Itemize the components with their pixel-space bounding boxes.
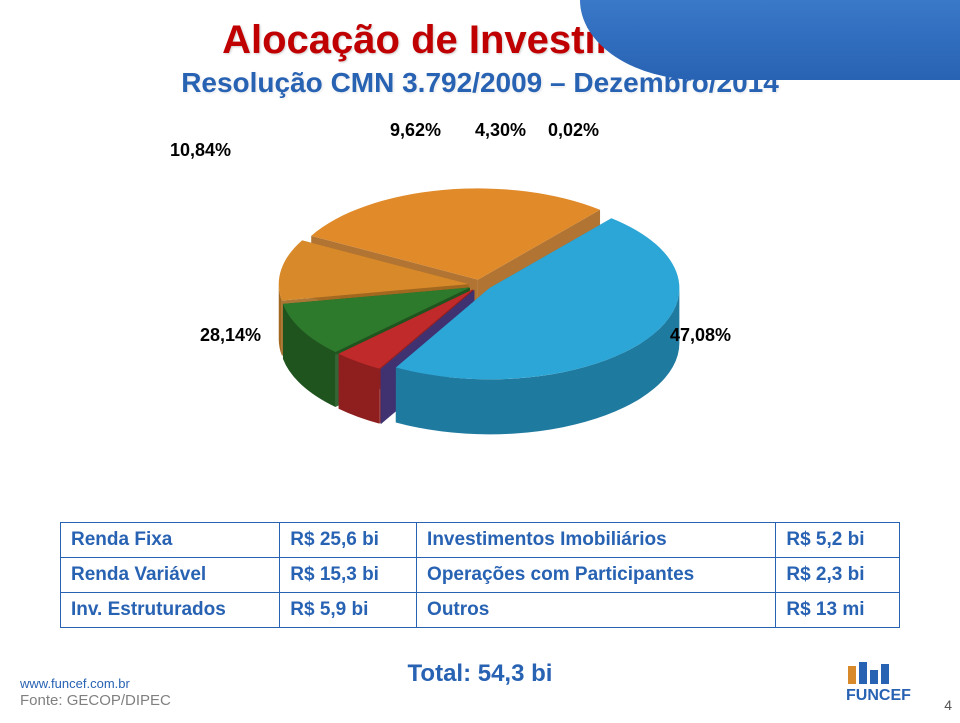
header-shape	[580, 0, 960, 80]
allocation-table: Renda FixaR$ 25,6 biInvestimentos Imobil…	[60, 522, 900, 628]
table-cell: R$ 13 mi	[776, 593, 900, 628]
pie-slice-label: 10,84%	[170, 140, 231, 161]
table-row: Inv. EstruturadosR$ 5,9 biOutrosR$ 13 mi	[61, 593, 900, 628]
footer-source-text: Fonte: GECOP/DIPEC	[20, 692, 171, 709]
table-cell: Renda Variável	[61, 558, 280, 593]
table-row: Renda FixaR$ 25,6 biInvestimentos Imobil…	[61, 523, 900, 558]
footer-source: www.funcef.com.br Fonte: GECOP/DIPEC	[20, 675, 171, 709]
page-number: 4	[944, 697, 952, 713]
table-cell: R$ 2,3 bi	[776, 558, 900, 593]
table-row: Renda VariávelR$ 15,3 biOperações com Pa…	[61, 558, 900, 593]
table-cell: Inv. Estruturados	[61, 593, 280, 628]
table-cell: Outros	[417, 593, 776, 628]
footer-url[interactable]: www.funcef.com.br	[20, 676, 130, 691]
table-cell: R$ 5,2 bi	[776, 523, 900, 558]
pie-slice-label: 0,02%	[548, 120, 599, 141]
pie-slice-label: 28,14%	[200, 325, 261, 346]
table-cell: R$ 15,3 bi	[280, 558, 417, 593]
table-cell: Renda Fixa	[61, 523, 280, 558]
pie-slice-label: 4,30%	[475, 120, 526, 141]
table-cell: Investimentos Imobiliários	[417, 523, 776, 558]
pie-slice-label: 47,08%	[670, 325, 731, 346]
logo-text: FUNCEF	[846, 687, 911, 704]
pie-slice-label: 9,62%	[390, 120, 441, 141]
table-cell: R$ 5,9 bi	[280, 593, 417, 628]
table-cell: Operações com Participantes	[417, 558, 776, 593]
funcef-logo: FUNCEF	[846, 660, 936, 709]
pie-chart: 47,08% 0,02% 4,30% 9,62% 10,84% 28,14%	[140, 115, 820, 485]
table-cell: R$ 25,6 bi	[280, 523, 417, 558]
